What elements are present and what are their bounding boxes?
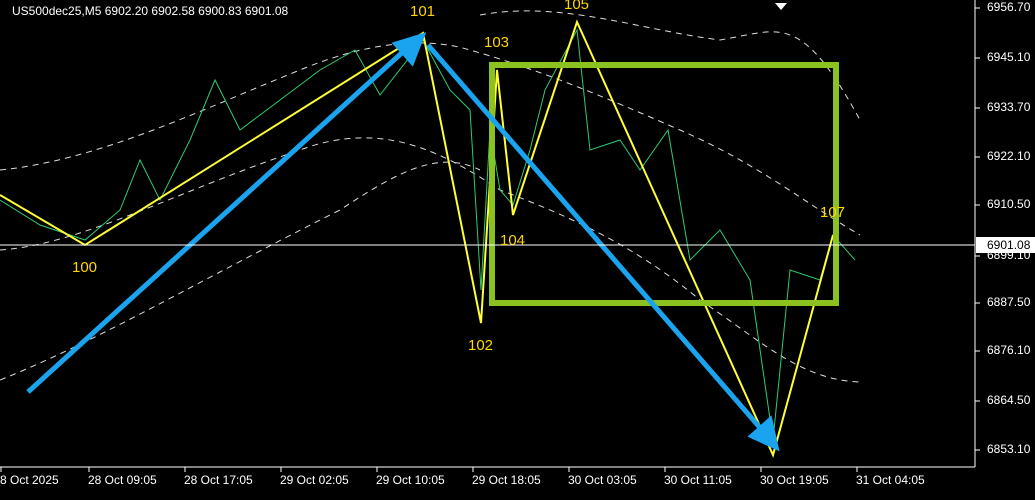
time-label: 8 Oct 2025 [0, 473, 59, 487]
arrow-down-line [426, 43, 764, 432]
time-label: 30 Oct 11:05 [664, 473, 732, 487]
band-lower [0, 137, 861, 383]
arrow-up-line [26, 48, 407, 394]
bollinger-bands [0, 10, 861, 383]
highlight-box [489, 62, 839, 306]
time-label: 28 Oct 17:05 [184, 473, 253, 487]
time-label: 29 Oct 18:05 [472, 473, 541, 487]
price-label: 6864.50 [987, 393, 1031, 407]
price-label: 6876.10 [987, 343, 1031, 357]
band-upper-right [479, 10, 861, 121]
band-lower-left [0, 161, 481, 381]
arrow-up-head [391, 32, 427, 67]
band-upper [0, 42, 861, 236]
trend-arrows [26, 32, 780, 452]
wave-label: 101 [410, 3, 435, 20]
wave-label: 103 [484, 34, 509, 51]
wave-label: 100 [72, 259, 97, 276]
price-label: 6910.50 [987, 197, 1031, 211]
zigzag [0, 19, 834, 458]
wave-label: 107 [820, 204, 845, 221]
price-label: 6887.50 [987, 295, 1031, 309]
shift-marker [775, 3, 787, 10]
time-label: 29 Oct 10:05 [376, 473, 445, 487]
arrow-down-head [747, 415, 780, 452]
time-label: 31 Oct 04:05 [856, 473, 925, 487]
time-label: 28 Oct 09:05 [88, 473, 157, 487]
price-label: 6899.10 [987, 248, 1031, 262]
price-label: 6922.10 [987, 149, 1031, 163]
wave-label: 104 [500, 232, 525, 249]
time-label: 29 Oct 02:05 [280, 473, 349, 487]
time-label: 30 Oct 03:05 [568, 473, 637, 487]
current-price-box [976, 237, 1035, 253]
time-label: 30 Oct 19:05 [760, 473, 829, 487]
current-price-label: 6901.08 [987, 238, 1031, 252]
price-label: 6853.10 [987, 442, 1031, 456]
wave-label: 102 [468, 337, 493, 354]
price-label: 6933.70 [987, 100, 1031, 114]
symbol-info: US500dec25,M5 6902.20 6902.58 6900.83 69… [12, 4, 289, 18]
wave-label: 105 [564, 0, 589, 13]
price-label: 6956.70 [987, 0, 1031, 14]
price-label: 6945.10 [987, 50, 1031, 64]
